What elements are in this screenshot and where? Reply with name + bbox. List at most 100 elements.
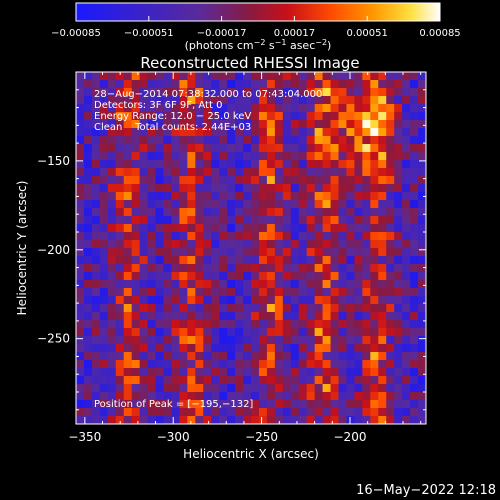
heatmap-cell xyxy=(394,320,403,329)
heatmap-cell xyxy=(290,120,300,129)
heatmap-cell xyxy=(322,240,332,249)
heatmap-cell xyxy=(378,408,387,417)
heatmap-cell xyxy=(139,144,149,153)
heatmap-cell xyxy=(107,136,117,145)
heatmap-cell xyxy=(211,144,220,153)
heatmap-cell xyxy=(123,160,133,169)
heatmap-cell xyxy=(410,248,419,257)
heatmap-cell xyxy=(306,160,316,169)
heatmap-cell xyxy=(370,344,379,353)
heatmap-cell xyxy=(418,72,427,81)
heatmap-cell xyxy=(155,280,164,289)
heatmap-cell xyxy=(386,72,395,81)
heatmap-cell xyxy=(258,104,268,113)
heatmap-cell xyxy=(258,160,268,169)
heatmap-cell xyxy=(306,72,316,81)
heatmap-cell xyxy=(338,96,347,105)
heatmap-cell xyxy=(227,160,236,169)
heatmap-cell xyxy=(227,232,236,241)
heatmap-cell xyxy=(258,296,268,305)
heatmap-cell xyxy=(76,192,85,201)
heatmap-cell xyxy=(346,112,355,121)
heatmap-cell xyxy=(131,400,141,409)
heatmap-cell xyxy=(274,264,284,273)
heatmap-cell xyxy=(76,80,85,89)
y-axis-label: Heliocentric Y (arcsec) xyxy=(15,181,29,316)
heatmap-cell xyxy=(235,168,244,177)
heatmap-cell xyxy=(83,408,93,417)
heatmap-cell xyxy=(163,136,172,145)
heatmap-cell xyxy=(163,160,172,169)
heatmap-cell xyxy=(274,312,284,321)
heatmap-cell xyxy=(203,192,212,201)
heatmap-cell xyxy=(402,360,411,369)
heatmap-cell xyxy=(139,216,149,225)
heatmap-cell xyxy=(354,128,363,137)
heatmap-cell xyxy=(131,80,141,89)
heatmap-cell xyxy=(306,88,316,97)
heatmap-cell xyxy=(394,184,403,193)
heatmap-cell xyxy=(123,112,133,121)
heatmap-cell xyxy=(394,88,403,97)
heatmap-cell xyxy=(203,216,212,225)
heatmap-cell xyxy=(362,72,371,81)
heatmap-cell xyxy=(386,352,395,361)
heatmap-cell xyxy=(203,104,212,113)
heatmap-cell xyxy=(306,384,316,393)
x-axis: −350 −300 −250 −200 xyxy=(68,72,422,444)
heatmap-cell xyxy=(219,296,228,305)
heatmap-cell xyxy=(76,280,85,289)
heatmap-cell xyxy=(322,96,332,105)
heatmap-cell xyxy=(298,336,308,345)
heatmap-cell xyxy=(306,336,316,345)
heatmap-cell xyxy=(266,240,276,249)
heatmap-cell xyxy=(386,176,395,185)
heatmap-cell xyxy=(251,112,260,121)
heatmap-cell xyxy=(346,376,355,385)
heatmap-cell xyxy=(171,272,180,281)
heatmap-cell xyxy=(107,192,117,201)
heatmap-cell xyxy=(251,224,260,233)
heatmap-cell xyxy=(322,144,332,153)
heatmap-cell xyxy=(139,304,149,313)
heatmap-cell xyxy=(338,176,347,185)
heatmap-cell xyxy=(402,280,411,289)
heatmap-cell xyxy=(378,344,387,353)
heatmap-cell xyxy=(219,320,228,329)
heatmap-cell xyxy=(203,96,212,105)
heatmap-cell xyxy=(235,120,244,129)
heatmap-cell xyxy=(370,184,379,193)
heatmap-cell xyxy=(179,280,188,289)
heatmap-cell xyxy=(203,120,212,129)
heatmap-cell xyxy=(346,384,355,393)
heatmap-cell xyxy=(235,128,244,137)
heatmap-cell xyxy=(290,320,300,329)
heatmap-cell xyxy=(402,336,411,345)
heatmap-cell xyxy=(314,104,324,113)
heatmap-cell xyxy=(123,168,133,177)
heatmap-cell xyxy=(115,320,125,329)
heatmap-cell xyxy=(274,96,284,105)
heatmap-cell xyxy=(83,152,93,161)
heatmap-cell xyxy=(266,312,276,321)
heatmap-cell xyxy=(91,160,101,169)
heatmap-cell xyxy=(219,256,228,265)
heatmap-cell xyxy=(123,208,133,217)
heatmap-cell xyxy=(91,240,101,249)
heatmap-cell xyxy=(314,112,324,121)
heatmap-cell xyxy=(330,352,339,361)
heatmap-cell xyxy=(322,192,332,201)
heatmap-cell xyxy=(187,392,196,401)
heatmap-cell xyxy=(322,400,332,409)
heatmap-cell xyxy=(362,408,371,417)
heatmap-cell xyxy=(410,208,419,217)
heatmap-cell xyxy=(155,416,164,425)
heatmap-cell xyxy=(314,224,324,233)
peak-position-label: Position of Peak = [−195,−132] xyxy=(94,399,253,410)
heatmap-cell xyxy=(274,224,284,233)
heatmap-cell xyxy=(306,104,316,113)
heatmap-cell xyxy=(227,288,236,297)
heatmap-cell xyxy=(99,136,109,145)
heatmap-cell xyxy=(115,416,125,425)
heatmap-cell xyxy=(394,144,403,153)
